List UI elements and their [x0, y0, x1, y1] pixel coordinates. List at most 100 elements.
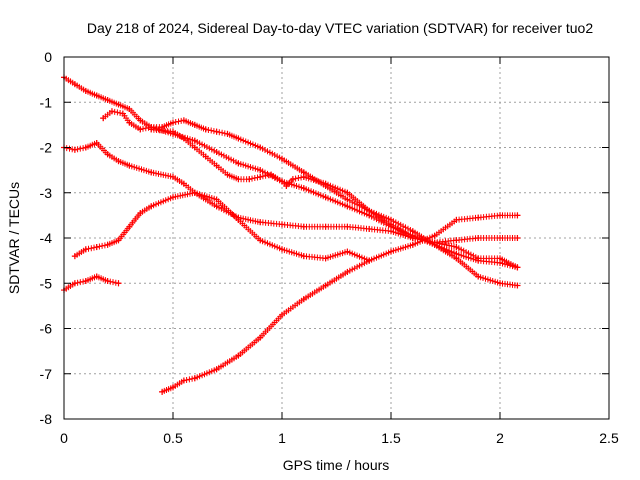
data-point	[497, 235, 503, 241]
data-point	[115, 237, 122, 244]
data-point	[514, 264, 521, 271]
data-point	[159, 388, 166, 395]
data-point	[148, 169, 155, 176]
data-point	[322, 255, 329, 262]
data-point	[366, 225, 373, 232]
data-point	[366, 207, 373, 214]
data-point	[453, 255, 460, 262]
data-point	[71, 146, 78, 153]
data-point	[475, 255, 482, 262]
data-point	[213, 149, 220, 156]
data-point	[137, 117, 144, 124]
y-tick-label: -2	[40, 140, 53, 156]
y-tick-label: -6	[40, 321, 53, 337]
data-point	[409, 235, 416, 241]
data-point	[409, 241, 416, 248]
data-point	[322, 282, 329, 289]
data-point	[104, 277, 111, 284]
y-tick-label: -5	[40, 275, 53, 291]
data-point	[235, 216, 242, 223]
data-point	[475, 214, 482, 221]
data-point	[191, 189, 198, 196]
data-point	[213, 196, 220, 203]
data-point	[300, 173, 307, 180]
y-axis-label: SDTVAR / TECUs	[6, 182, 22, 294]
data-point	[191, 375, 198, 382]
data-point	[300, 185, 307, 192]
data-point	[191, 144, 198, 151]
data-point	[497, 212, 503, 219]
data-point	[213, 128, 220, 135]
data-point	[82, 87, 89, 94]
data-point	[224, 130, 231, 137]
data-point	[283, 182, 290, 189]
data-point	[235, 135, 242, 142]
data-point	[93, 244, 100, 251]
data-point	[126, 119, 133, 126]
data-point	[235, 176, 242, 183]
data-point	[71, 253, 78, 260]
data-point	[126, 162, 133, 169]
data-point	[170, 384, 176, 391]
data-point	[366, 257, 373, 264]
data-point	[344, 223, 351, 230]
data-point	[82, 277, 89, 284]
data-point	[104, 241, 111, 248]
x-tick-label: 1	[278, 430, 286, 446]
data-point	[246, 176, 253, 183]
data-point	[93, 273, 100, 280]
y-tick-label: -4	[40, 230, 53, 246]
x-tick-label: 2.5	[599, 430, 619, 446]
series-track-6	[159, 212, 521, 395]
data-point	[170, 128, 176, 135]
x-tick-label: 0	[60, 430, 68, 446]
data-point	[289, 176, 296, 183]
data-point	[137, 210, 144, 217]
data-point	[409, 228, 416, 235]
x-tick-label: 1.5	[381, 430, 401, 446]
grid	[64, 57, 609, 419]
series-track-5	[71, 189, 373, 264]
data-point	[71, 81, 78, 88]
data-point	[514, 282, 521, 289]
chart-title: Day 218 of 2024, Sidereal Day-to-day VTE…	[87, 20, 594, 36]
data-point	[137, 126, 144, 133]
data-point	[170, 194, 176, 201]
y-tick-label: -3	[40, 185, 53, 201]
data-point	[180, 180, 187, 187]
data-point	[388, 248, 394, 255]
data-point	[514, 212, 521, 219]
data-series	[61, 74, 521, 395]
data-point	[257, 334, 264, 341]
data-point	[108, 108, 115, 115]
data-point	[126, 106, 133, 113]
data-point	[235, 160, 242, 167]
data-point	[257, 219, 264, 226]
data-point	[257, 237, 264, 244]
data-point	[180, 135, 187, 142]
data-point	[170, 173, 176, 180]
x-tick-label: 0.5	[163, 430, 183, 446]
data-point	[453, 237, 460, 244]
data-point	[213, 162, 220, 169]
data-point	[257, 173, 264, 180]
data-point	[82, 144, 89, 151]
data-point	[279, 155, 285, 162]
data-point	[235, 352, 242, 359]
data-point	[148, 126, 155, 133]
data-point	[475, 273, 482, 280]
data-point	[344, 248, 351, 255]
data-point	[344, 203, 351, 210]
data-point	[279, 311, 285, 318]
data-point	[453, 244, 460, 251]
data-point	[257, 144, 264, 151]
data-point	[322, 223, 329, 230]
data-point	[115, 101, 122, 108]
data-point	[344, 189, 351, 196]
data-point	[322, 180, 329, 187]
data-point	[344, 268, 351, 275]
data-point	[279, 246, 285, 253]
data-point	[202, 126, 209, 133]
